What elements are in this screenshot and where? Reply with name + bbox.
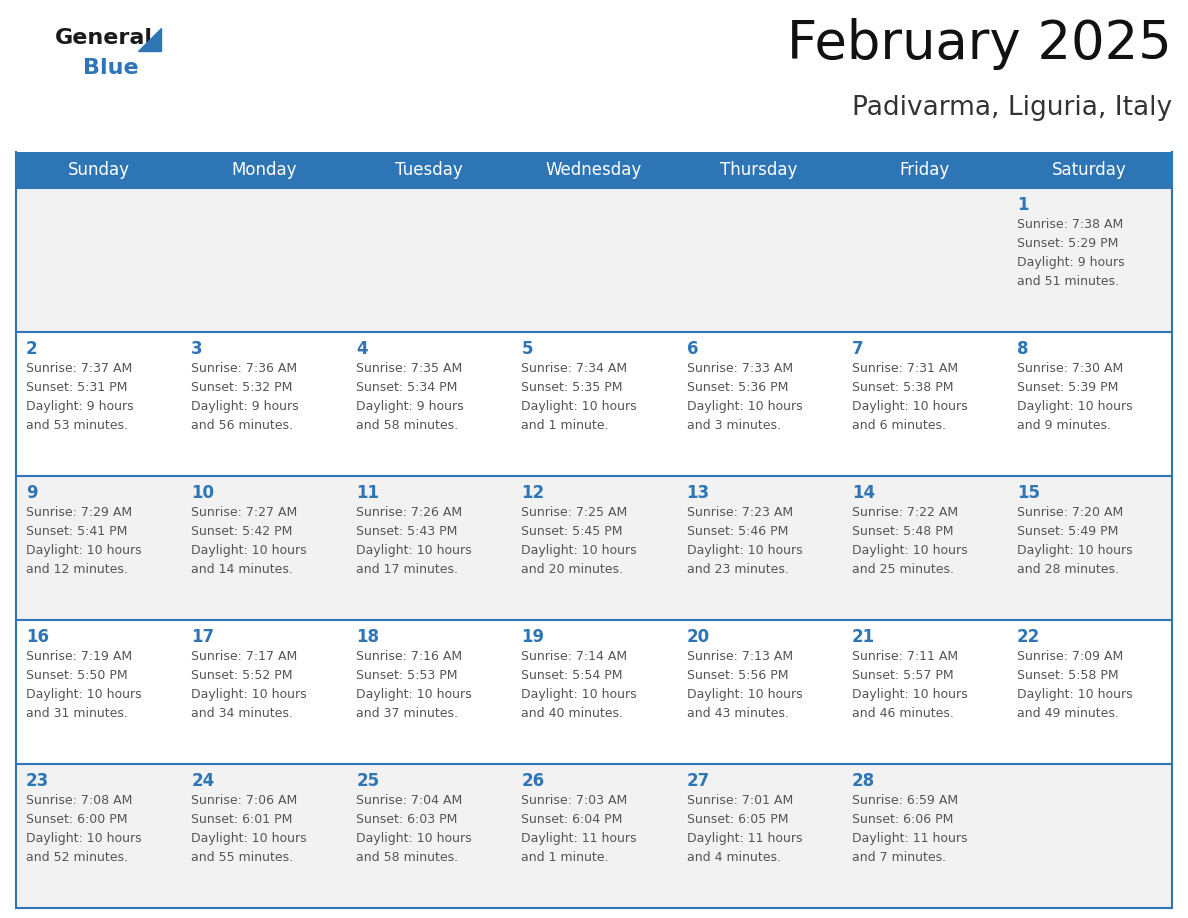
Text: Saturday: Saturday [1053, 161, 1126, 179]
Text: Sunrise: 7:20 AM
Sunset: 5:49 PM
Daylight: 10 hours
and 28 minutes.: Sunrise: 7:20 AM Sunset: 5:49 PM Dayligh… [1017, 506, 1132, 576]
Text: 28: 28 [852, 772, 874, 790]
Text: Sunrise: 7:22 AM
Sunset: 5:48 PM
Daylight: 10 hours
and 25 minutes.: Sunrise: 7:22 AM Sunset: 5:48 PM Dayligh… [852, 506, 967, 576]
Polygon shape [138, 28, 162, 51]
Text: Sunrise: 7:09 AM
Sunset: 5:58 PM
Daylight: 10 hours
and 49 minutes.: Sunrise: 7:09 AM Sunset: 5:58 PM Dayligh… [1017, 650, 1132, 720]
Bar [15, 764, 1173, 908]
Text: Sunrise: 7:13 AM
Sunset: 5:56 PM
Daylight: 10 hours
and 43 minutes.: Sunrise: 7:13 AM Sunset: 5:56 PM Dayligh… [687, 650, 802, 720]
Text: Thursday: Thursday [720, 161, 798, 179]
Text: 17: 17 [191, 628, 214, 646]
Text: 9: 9 [26, 484, 38, 502]
Text: Friday: Friday [899, 161, 949, 179]
Text: 10: 10 [191, 484, 214, 502]
Text: Sunrise: 7:30 AM
Sunset: 5:39 PM
Daylight: 10 hours
and 9 minutes.: Sunrise: 7:30 AM Sunset: 5:39 PM Dayligh… [1017, 362, 1132, 432]
Text: Sunrise: 7:36 AM
Sunset: 5:32 PM
Daylight: 9 hours
and 56 minutes.: Sunrise: 7:36 AM Sunset: 5:32 PM Dayligh… [191, 362, 298, 432]
Text: Sunrise: 7:33 AM
Sunset: 5:36 PM
Daylight: 10 hours
and 3 minutes.: Sunrise: 7:33 AM Sunset: 5:36 PM Dayligh… [687, 362, 802, 432]
Text: Sunrise: 7:31 AM
Sunset: 5:38 PM
Daylight: 10 hours
and 6 minutes.: Sunrise: 7:31 AM Sunset: 5:38 PM Dayligh… [852, 362, 967, 432]
Text: 3: 3 [191, 340, 203, 358]
Text: Padivarma, Liguria, Italy: Padivarma, Liguria, Italy [852, 95, 1173, 121]
Text: 19: 19 [522, 628, 544, 646]
Text: 15: 15 [1017, 484, 1040, 502]
Text: Blue: Blue [83, 58, 139, 78]
Text: 22: 22 [1017, 628, 1041, 646]
Text: Sunrise: 7:14 AM
Sunset: 5:54 PM
Daylight: 10 hours
and 40 minutes.: Sunrise: 7:14 AM Sunset: 5:54 PM Dayligh… [522, 650, 637, 720]
Text: 23: 23 [26, 772, 49, 790]
Bar [15, 188, 1173, 332]
Text: Sunrise: 7:29 AM
Sunset: 5:41 PM
Daylight: 10 hours
and 12 minutes.: Sunrise: 7:29 AM Sunset: 5:41 PM Dayligh… [26, 506, 141, 576]
Text: Sunrise: 7:16 AM
Sunset: 5:53 PM
Daylight: 10 hours
and 37 minutes.: Sunrise: 7:16 AM Sunset: 5:53 PM Dayligh… [356, 650, 472, 720]
Text: Sunrise: 7:38 AM
Sunset: 5:29 PM
Daylight: 9 hours
and 51 minutes.: Sunrise: 7:38 AM Sunset: 5:29 PM Dayligh… [1017, 218, 1125, 288]
Text: Sunrise: 7:23 AM
Sunset: 5:46 PM
Daylight: 10 hours
and 23 minutes.: Sunrise: 7:23 AM Sunset: 5:46 PM Dayligh… [687, 506, 802, 576]
Text: Sunrise: 7:25 AM
Sunset: 5:45 PM
Daylight: 10 hours
and 20 minutes.: Sunrise: 7:25 AM Sunset: 5:45 PM Dayligh… [522, 506, 637, 576]
Text: 11: 11 [356, 484, 379, 502]
Text: 13: 13 [687, 484, 709, 502]
Bar [15, 620, 1173, 764]
Text: Sunrise: 7:26 AM
Sunset: 5:43 PM
Daylight: 10 hours
and 17 minutes.: Sunrise: 7:26 AM Sunset: 5:43 PM Dayligh… [356, 506, 472, 576]
Text: 14: 14 [852, 484, 874, 502]
Text: 12: 12 [522, 484, 544, 502]
Text: 18: 18 [356, 628, 379, 646]
Text: Sunrise: 7:19 AM
Sunset: 5:50 PM
Daylight: 10 hours
and 31 minutes.: Sunrise: 7:19 AM Sunset: 5:50 PM Dayligh… [26, 650, 141, 720]
Text: Sunrise: 7:34 AM
Sunset: 5:35 PM
Daylight: 10 hours
and 1 minute.: Sunrise: 7:34 AM Sunset: 5:35 PM Dayligh… [522, 362, 637, 432]
Text: February 2025: February 2025 [788, 18, 1173, 70]
Text: Sunrise: 7:03 AM
Sunset: 6:04 PM
Daylight: 11 hours
and 1 minute.: Sunrise: 7:03 AM Sunset: 6:04 PM Dayligh… [522, 794, 637, 864]
Text: 26: 26 [522, 772, 544, 790]
Text: Monday: Monday [230, 161, 297, 179]
Text: 7: 7 [852, 340, 864, 358]
Text: Sunrise: 7:01 AM
Sunset: 6:05 PM
Daylight: 11 hours
and 4 minutes.: Sunrise: 7:01 AM Sunset: 6:05 PM Dayligh… [687, 794, 802, 864]
Text: Tuesday: Tuesday [394, 161, 463, 179]
Text: Sunrise: 7:11 AM
Sunset: 5:57 PM
Daylight: 10 hours
and 46 minutes.: Sunrise: 7:11 AM Sunset: 5:57 PM Dayligh… [852, 650, 967, 720]
Text: 27: 27 [687, 772, 709, 790]
Text: Sunrise: 7:06 AM
Sunset: 6:01 PM
Daylight: 10 hours
and 55 minutes.: Sunrise: 7:06 AM Sunset: 6:01 PM Dayligh… [191, 794, 307, 864]
Bar [15, 152, 1173, 188]
Text: Sunrise: 7:37 AM
Sunset: 5:31 PM
Daylight: 9 hours
and 53 minutes.: Sunrise: 7:37 AM Sunset: 5:31 PM Dayligh… [26, 362, 133, 432]
Text: 16: 16 [26, 628, 49, 646]
Text: 1: 1 [1017, 196, 1029, 214]
Text: 21: 21 [852, 628, 874, 646]
Text: Sunday: Sunday [68, 161, 129, 179]
Text: 8: 8 [1017, 340, 1029, 358]
Bar [15, 476, 1173, 620]
Text: Wednesday: Wednesday [545, 161, 643, 179]
Bar [15, 332, 1173, 476]
Text: 25: 25 [356, 772, 379, 790]
Text: Sunrise: 6:59 AM
Sunset: 6:06 PM
Daylight: 11 hours
and 7 minutes.: Sunrise: 6:59 AM Sunset: 6:06 PM Dayligh… [852, 794, 967, 864]
Text: Sunrise: 7:04 AM
Sunset: 6:03 PM
Daylight: 10 hours
and 58 minutes.: Sunrise: 7:04 AM Sunset: 6:03 PM Dayligh… [356, 794, 472, 864]
Text: 2: 2 [26, 340, 38, 358]
Text: 4: 4 [356, 340, 368, 358]
Text: 24: 24 [191, 772, 214, 790]
Text: Sunrise: 7:17 AM
Sunset: 5:52 PM
Daylight: 10 hours
and 34 minutes.: Sunrise: 7:17 AM Sunset: 5:52 PM Dayligh… [191, 650, 307, 720]
Text: Sunrise: 7:08 AM
Sunset: 6:00 PM
Daylight: 10 hours
and 52 minutes.: Sunrise: 7:08 AM Sunset: 6:00 PM Dayligh… [26, 794, 141, 864]
Text: 20: 20 [687, 628, 709, 646]
Text: Sunrise: 7:27 AM
Sunset: 5:42 PM
Daylight: 10 hours
and 14 minutes.: Sunrise: 7:27 AM Sunset: 5:42 PM Dayligh… [191, 506, 307, 576]
Text: Sunrise: 7:35 AM
Sunset: 5:34 PM
Daylight: 9 hours
and 58 minutes.: Sunrise: 7:35 AM Sunset: 5:34 PM Dayligh… [356, 362, 463, 432]
Text: 5: 5 [522, 340, 533, 358]
Text: General: General [55, 28, 153, 48]
Text: 6: 6 [687, 340, 699, 358]
